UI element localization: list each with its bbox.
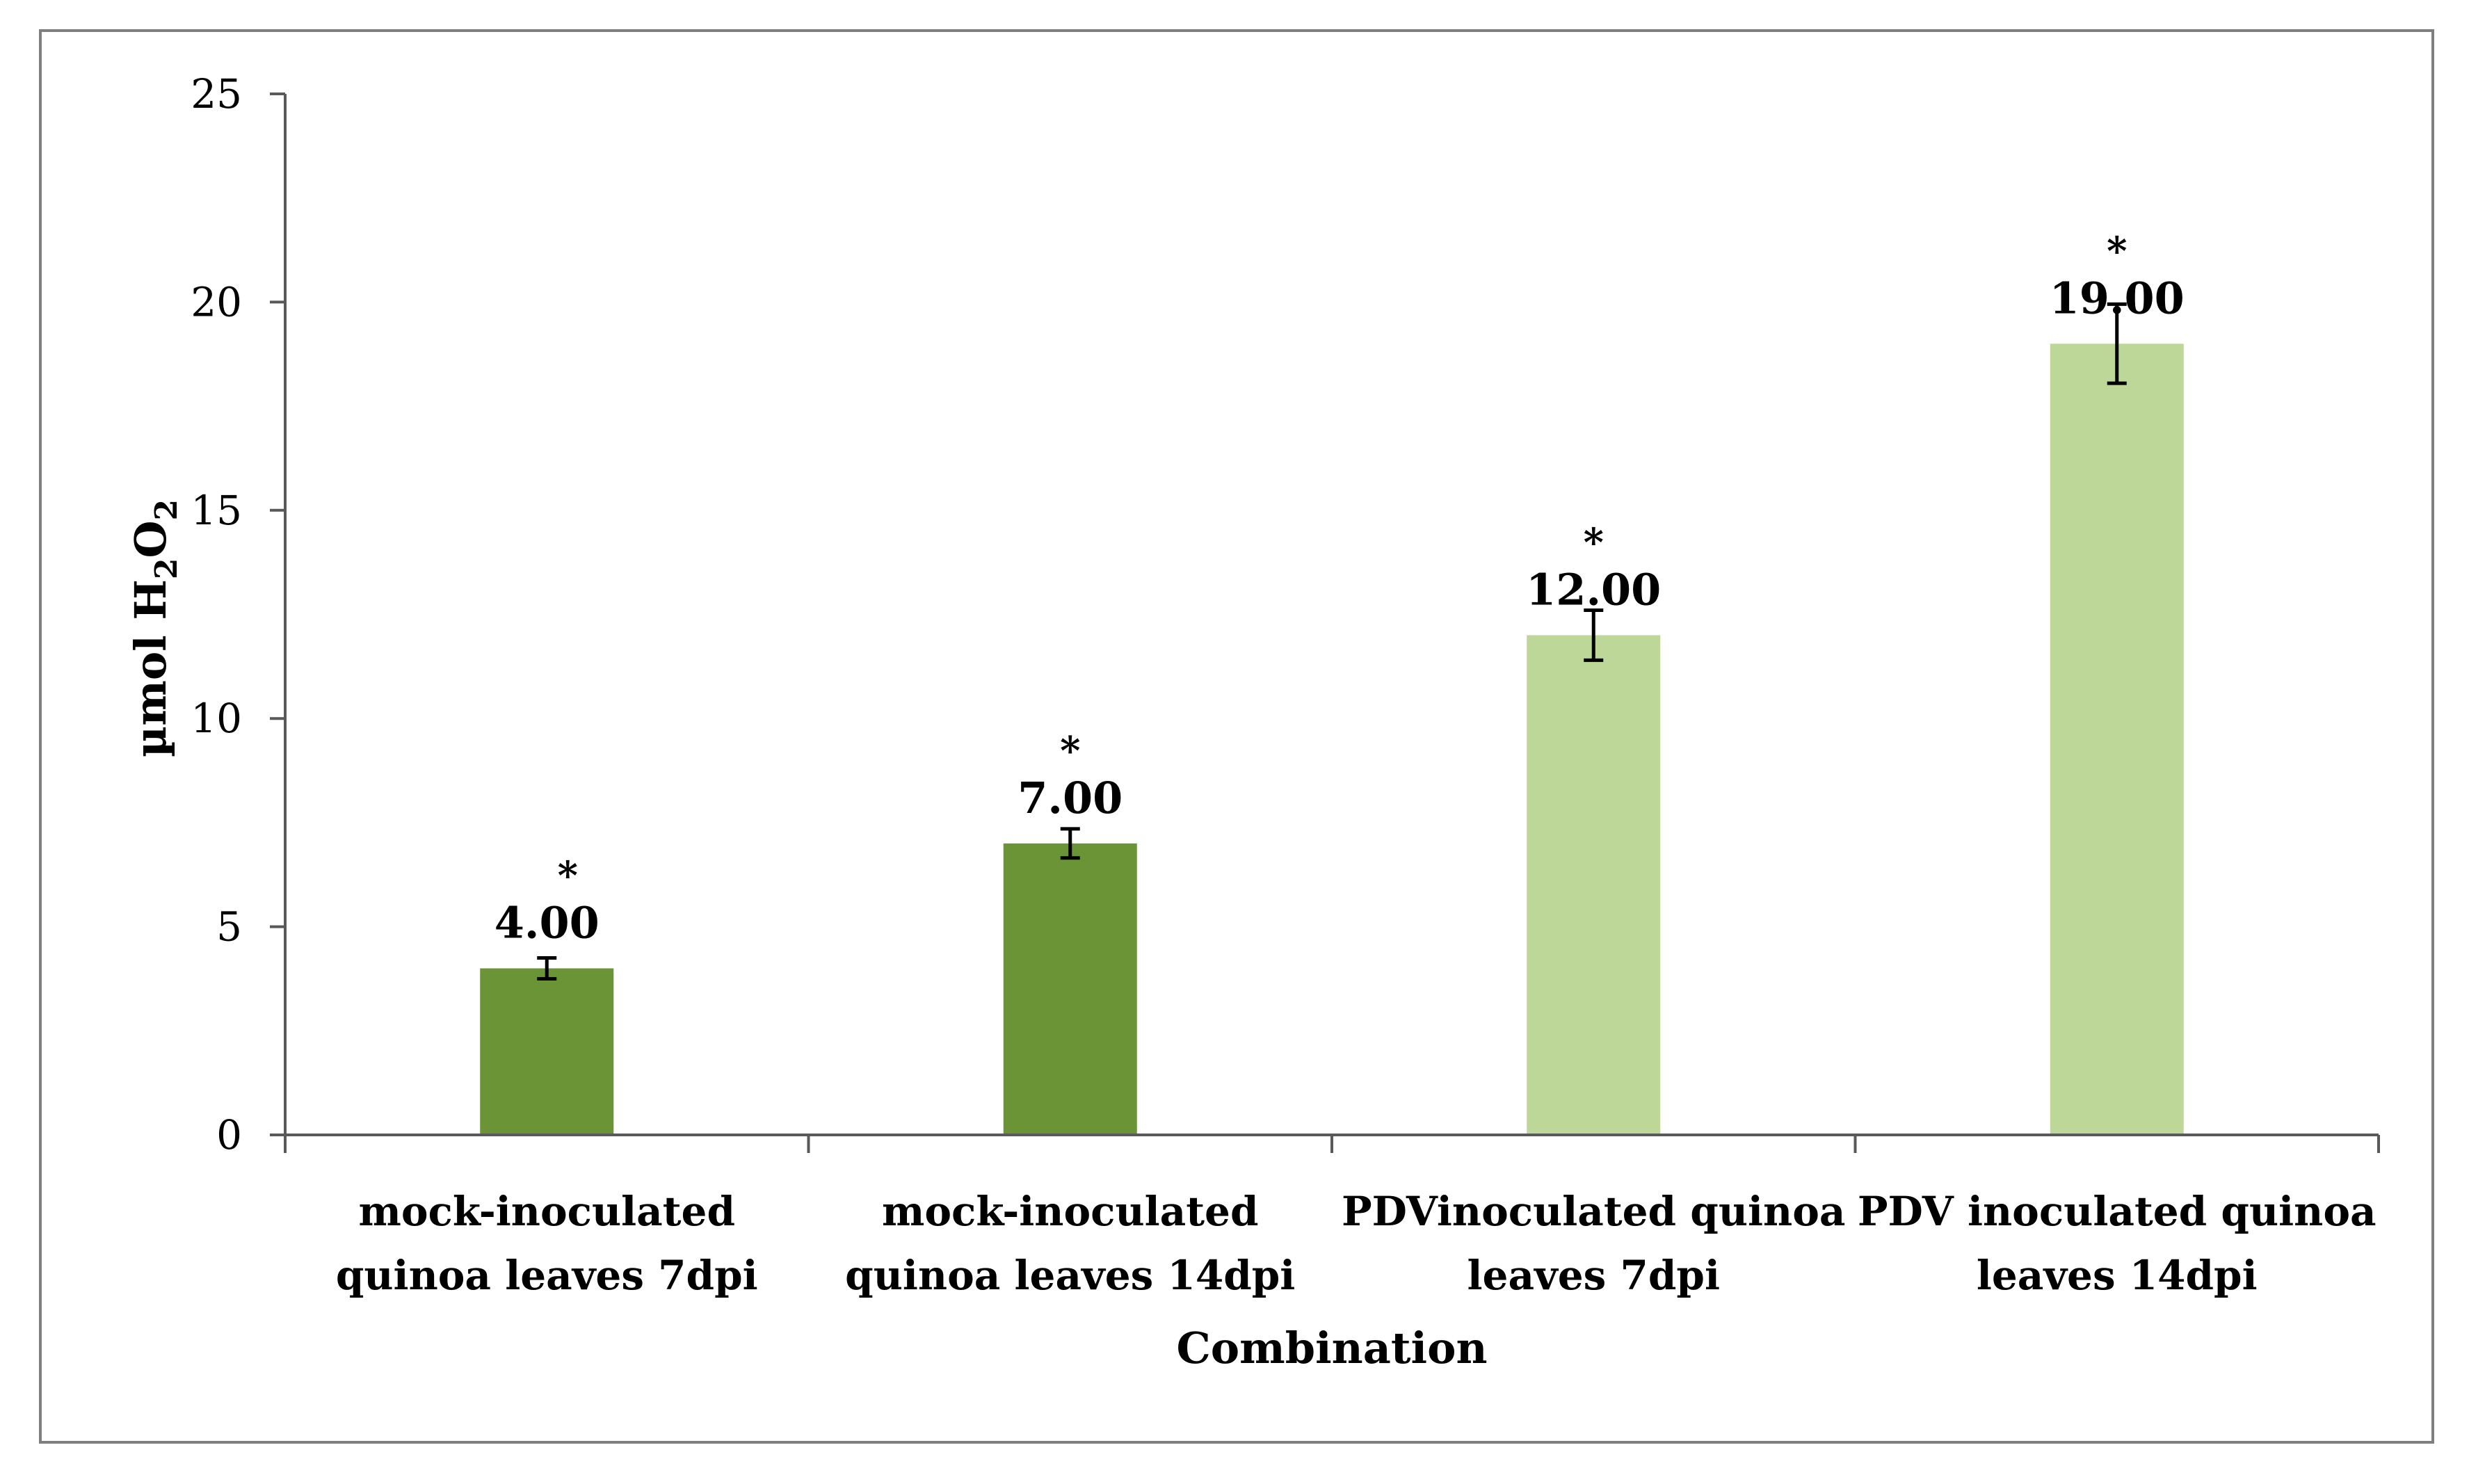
data-label: 4.00 (494, 897, 600, 948)
x-tick-label: PDV inoculated quinoa leaves 14dpi (1858, 1188, 2376, 1299)
chart-frame (39, 29, 2434, 1444)
y-tick-label: 20 (191, 278, 242, 325)
x-tick-label: mock-inoculated quinoa leaves 7dpi (336, 1188, 758, 1299)
significance-marker: * (558, 853, 578, 898)
data-label: 7.00 (1018, 773, 1123, 823)
bar (2050, 344, 2184, 1135)
category-labels: mock-inoculated quinoa leaves 7dpi mock-in… (336, 1188, 2376, 1299)
x-axis (284, 1134, 2380, 1153)
significance-marker: * (1060, 728, 1080, 774)
significance-marker: * (2107, 228, 2127, 274)
x-tick-label: mock-inoculated quinoa leaves 14dpi (845, 1188, 1295, 1299)
y-axis: 0 5 10 15 20 25 (191, 70, 287, 1159)
x-tick-label: PDVinoculated quinoa leaves 7dpi (1342, 1188, 1846, 1299)
y-axis-title: µmol H2O2 (125, 499, 184, 757)
bar (480, 968, 614, 1135)
significance-marker: * (1584, 519, 1604, 565)
y-tick-label: 5 (216, 903, 242, 951)
y-tick-label: 15 (191, 487, 242, 534)
bar (1527, 635, 1661, 1135)
y-tick-label: 10 (191, 695, 242, 742)
y-tick-label: 25 (191, 70, 242, 118)
x-axis-title: Combination (1176, 1323, 1487, 1373)
data-label: 19.00 (2050, 273, 2185, 323)
bars: 4.00*7.00*12.00*19.00* (480, 228, 2185, 1135)
y-tick-label: 0 (216, 1111, 242, 1159)
data-label: 12.00 (1526, 564, 1661, 615)
bar (1003, 843, 1137, 1135)
